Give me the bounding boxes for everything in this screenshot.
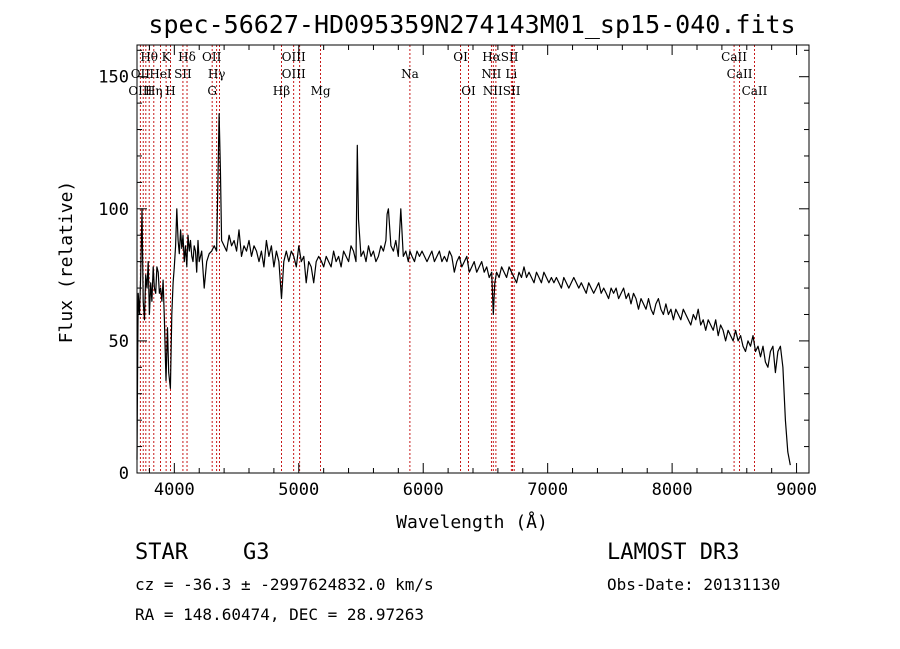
redshift-readout: cz = -36.3 ± -2997624832.0 km/s <box>135 575 434 594</box>
object-class: STAR <box>135 540 188 565</box>
object-subclass: G3 <box>243 540 270 565</box>
x-tick-label-7000: 7000 <box>527 480 568 500</box>
line-label: NII <box>481 67 501 81</box>
axis-ticks: 4000 5000 6000 7000 8000 9000 0 50 100 150 <box>98 45 817 500</box>
observation-date: Obs-Date: 20131130 <box>607 575 781 594</box>
y-tick-label-150: 150 <box>98 68 129 88</box>
line-label: CaII <box>721 50 747 64</box>
line-label: G <box>207 84 217 98</box>
line-label: HαSII <box>482 50 519 64</box>
survey-name: LAMOST DR3 <box>607 540 740 565</box>
coordinates-readout: RA = 148.60474, DEC = 28.97263 <box>135 605 424 624</box>
line-label: OIII <box>128 84 152 98</box>
spectrum-line-group <box>136 113 791 466</box>
line-label: Hγ <box>208 67 226 81</box>
line-label: Hβ <box>273 84 290 98</box>
x-tick-label-8000: 8000 <box>652 480 693 500</box>
line-label: Hθ <box>140 50 158 64</box>
line-label: CaII <box>727 67 753 81</box>
y-tick-label-100: 100 <box>98 200 129 220</box>
plot-frame <box>136 44 810 474</box>
line-label: Hδ <box>178 50 196 64</box>
y-tick-label-50: 50 <box>109 332 129 352</box>
spectrum-line <box>136 113 791 466</box>
line-label: OII <box>131 67 151 81</box>
line-label: Li <box>505 67 517 81</box>
line-label: OII <box>202 50 222 64</box>
line-label: OIII <box>282 50 306 64</box>
y-tick-label-0: 0 <box>119 464 129 484</box>
x-axis-label: Wavelength (Å) <box>396 511 548 533</box>
line-label: SII <box>174 67 192 81</box>
line-label: OI <box>453 50 468 64</box>
x-tick-label-9000: 9000 <box>776 480 817 500</box>
x-tick-label-6000: 6000 <box>403 480 444 500</box>
line-label: OI <box>461 84 476 98</box>
line-label: Mg <box>311 84 331 98</box>
line-label: Na <box>401 67 419 81</box>
line-label: NIISII <box>483 84 521 98</box>
chart-title: spec-56627-HD095359N274143M01_sp15-040.f… <box>148 10 795 39</box>
line-label: CaII <box>742 84 768 98</box>
line-label: Hη <box>145 84 163 98</box>
line-label: HeI <box>149 67 172 81</box>
line-label: H <box>165 84 175 98</box>
x-tick-label-4000: 4000 <box>154 480 195 500</box>
line-label: OIII <box>282 67 306 81</box>
y-axis-label: Flux (relative) <box>56 181 77 344</box>
x-tick-label-5000: 5000 <box>278 480 319 500</box>
line-label: K <box>162 50 172 64</box>
